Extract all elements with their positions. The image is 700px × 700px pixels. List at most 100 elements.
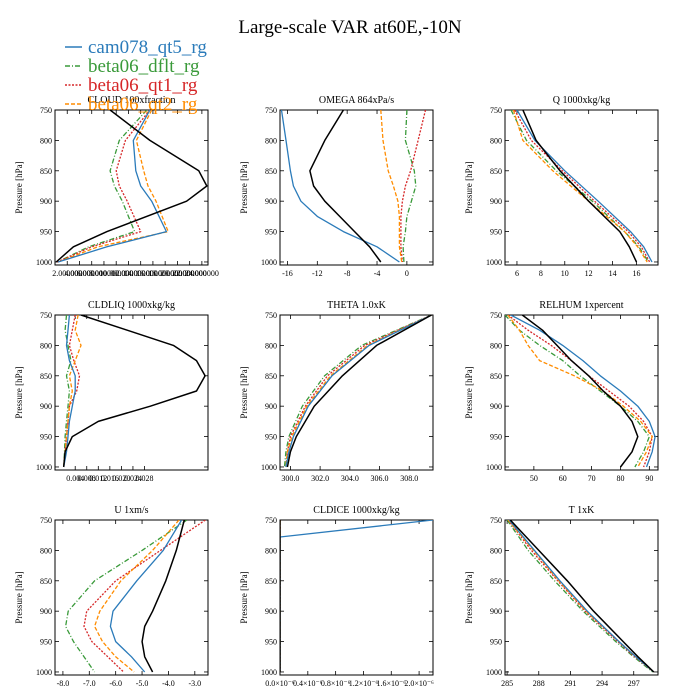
- series-line-cam078_qt5_rg: [280, 520, 433, 672]
- y-tick-label: 850: [265, 167, 277, 176]
- panel-4: THETA 1.0xK Pressure [hPa] 750 800 850 900 950…: [239, 300, 434, 483]
- x-tick-label: 16.000000: [136, 269, 170, 278]
- x-tick-label: 300.0: [281, 474, 299, 483]
- x-tick-label: -4: [374, 269, 381, 278]
- y-tick-label: 750: [490, 516, 502, 525]
- y-tick-label: 900: [40, 402, 52, 411]
- y-axis-label: Pressure [hPa]: [239, 571, 249, 623]
- legend-item: cam078_qt5_rg: [65, 37, 207, 58]
- series-line-beta06_dflt_rg: [402, 110, 417, 263]
- y-tick-label: 900: [265, 402, 277, 411]
- y-axis-label: Pressure [hPa]: [239, 161, 249, 213]
- x-tick-label: 6.000000: [77, 269, 107, 278]
- series-line-beta06_dflt_rg: [57, 110, 148, 263]
- y-tick-label: 900: [265, 607, 277, 616]
- x-tick-label: 14.000000: [124, 269, 158, 278]
- series-line-cam078_qt5_rg: [109, 520, 183, 673]
- y-tick-label: 850: [490, 372, 502, 381]
- x-tick-label: 10.000000: [99, 269, 133, 278]
- series-line-beta06_dflt_rg: [283, 315, 432, 468]
- x-tick-label: -7.0: [83, 679, 96, 688]
- y-tick-label: 800: [490, 546, 502, 555]
- x-tick-label: 288: [533, 679, 545, 688]
- x-tick-label: -3.0: [188, 679, 201, 688]
- legend-label: beta06_dflt_rg: [88, 56, 200, 77]
- panel-2: Q 1000xkg/kg Pressure [hPa] 750 800 850 900 95…: [464, 95, 659, 278]
- x-tick-label: 0.4×10⁻⁶: [293, 679, 323, 688]
- figure-title: Large-scale VAR at60E,-10N: [238, 17, 461, 38]
- x-tick-label: -8.0: [57, 679, 70, 688]
- y-tick-label: 750: [265, 516, 277, 525]
- x-tick-label: 80: [616, 474, 624, 483]
- panel-5: RELHUM 1xpercent Pressure [hPa] 750 800 850 9…: [464, 300, 659, 483]
- series-line-cam078_qt5_rg: [63, 315, 76, 468]
- legend-item: beta06_qt1_rg: [65, 75, 198, 96]
- x-tick-label: 70: [588, 474, 596, 483]
- series-line-reference: [62, 315, 206, 468]
- plot-frame: [504, 519, 659, 676]
- y-tick-label: 900: [490, 402, 502, 411]
- x-tick-label: 24.000000: [185, 269, 219, 278]
- plot-frame: [54, 109, 209, 266]
- panel-title: CLDICE 1000xkg/kg: [313, 505, 399, 516]
- series-line-cam078_qt5_rg: [285, 315, 432, 468]
- panel-title: CLOUD 100xfraction: [87, 95, 175, 106]
- x-tick-label: 306.0: [371, 474, 389, 483]
- series-group: [505, 315, 656, 468]
- y-tick-label: 1000: [261, 463, 277, 472]
- panel-6: U 1xm/s Pressure [hPa] 750 800 850 900 950 1000…: [14, 505, 209, 688]
- y-tick-label: 950: [265, 228, 277, 237]
- panel-title: CLDLIQ 1000xkg/kg: [88, 300, 175, 311]
- plot-frame: [54, 519, 209, 676]
- y-tick-label: 1000: [261, 668, 277, 677]
- x-tick-label: 16: [632, 269, 640, 278]
- x-tick-label: 308.0: [400, 474, 418, 483]
- x-tick-label: 304.0: [341, 474, 359, 483]
- panel-title: U 1xm/s: [114, 505, 148, 516]
- y-tick-label: 850: [40, 372, 52, 381]
- x-tick-label: -16: [282, 269, 293, 278]
- x-tick-label: 285: [501, 679, 513, 688]
- series-line-reference: [286, 315, 432, 468]
- legend-item: beta06_qt2_rg: [65, 94, 198, 115]
- y-axis-label: Pressure [hPa]: [464, 161, 474, 213]
- y-tick-label: 1000: [36, 258, 52, 267]
- x-tick-label: 2.000000: [52, 269, 82, 278]
- x-tick-label: 0: [405, 269, 409, 278]
- y-tick-label: 950: [490, 433, 502, 442]
- y-tick-label: 750: [40, 106, 52, 115]
- series-group: [510, 110, 653, 263]
- y-tick-label: 800: [265, 341, 277, 350]
- y-tick-label: 950: [265, 433, 277, 442]
- y-tick-label: 800: [40, 136, 52, 145]
- y-tick-label: 800: [40, 341, 52, 350]
- y-tick-label: 800: [490, 341, 502, 350]
- series-line-cam078_qt5_rg: [280, 110, 400, 263]
- series-line-beta06_qt2_rg: [93, 520, 180, 673]
- legend-label: beta06_qt1_rg: [88, 75, 198, 96]
- y-tick-label: 950: [40, 638, 52, 647]
- y-tick-label: 950: [40, 433, 52, 442]
- x-tick-label: 8.000000: [89, 269, 119, 278]
- series-line-cam078_qt5_rg: [510, 315, 656, 468]
- series-line-beta06_dflt_rg: [506, 520, 654, 673]
- series-line-cam078_qt5_rg: [57, 110, 168, 263]
- series-line-reference: [309, 110, 382, 263]
- plot-frame: [279, 519, 434, 676]
- series-group: [55, 110, 208, 263]
- y-tick-label: 1000: [261, 258, 277, 267]
- y-tick-label: 900: [40, 607, 52, 616]
- x-tick-label: 0.028: [135, 474, 153, 483]
- panel-title: T 1xK: [569, 505, 595, 516]
- y-tick-label: 750: [490, 106, 502, 115]
- panel-title: OMEGA 864xPa/s: [319, 95, 394, 106]
- series-group: [283, 315, 432, 468]
- legend-label: beta06_qt2_rg: [88, 94, 198, 115]
- legend-label: cam078_qt5_rg: [88, 37, 207, 58]
- y-tick-label: 850: [40, 577, 52, 586]
- x-tick-label: -6.0: [109, 679, 122, 688]
- y-tick-label: 750: [265, 106, 277, 115]
- legend: cam078_qt5_rgbeta06_dflt_rgbeta06_qt1_rg…: [65, 37, 207, 115]
